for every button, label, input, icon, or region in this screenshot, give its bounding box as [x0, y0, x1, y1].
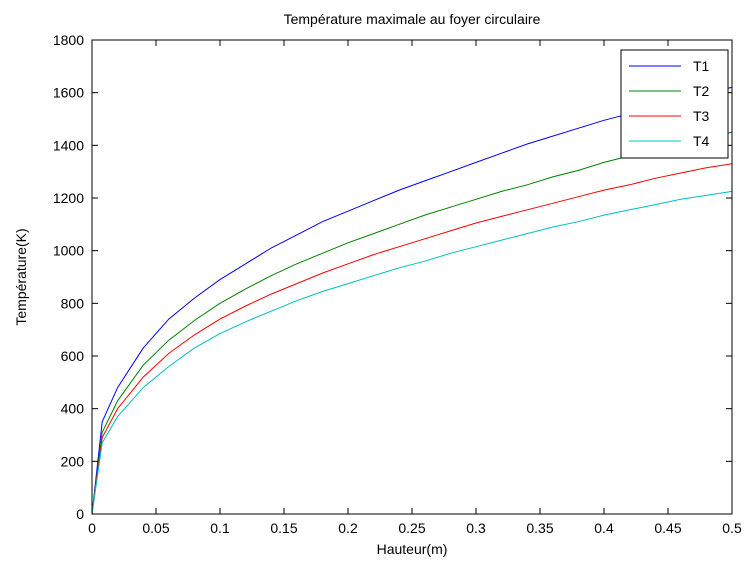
chart-title: Température maximale au foyer circulaire — [284, 11, 541, 27]
y-tick-label: 800 — [61, 295, 85, 311]
x-tick-label: 0.1 — [210, 520, 230, 536]
series-line-t4 — [91, 190, 733, 515]
x-tick-label: 0.05 — [142, 520, 169, 536]
y-tick-label: 1400 — [53, 137, 84, 153]
series-line-t3 — [91, 163, 733, 515]
legend-label-t3: T3 — [693, 108, 710, 124]
x-axis-label: Hauteur(m) — [377, 541, 448, 557]
y-tick-label: 200 — [61, 453, 85, 469]
y-tick-label: 400 — [61, 401, 85, 417]
axes-group: 0 0.05 0.1 0.15 0.2 0.25 0.3 0.35 0.4 0.45 0.5 0 200… — [53, 32, 742, 536]
x-tick-label: 0.35 — [526, 520, 553, 536]
y-tick-label: 0 — [76, 506, 84, 522]
y-tick-label: 600 — [61, 348, 85, 364]
y-axis-label: Température(K) — [13, 228, 29, 325]
x-tick-label: 0 — [88, 520, 96, 536]
y-tick-label: 1000 — [53, 243, 84, 259]
legend: T1 T2 T3 T4 — [620, 49, 729, 159]
x-tick-label: 0.25 — [398, 520, 425, 536]
x-tick-label: 0.3 — [466, 520, 486, 536]
y-tick-label: 1200 — [53, 190, 84, 206]
x-tick-label: 0.45 — [654, 520, 681, 536]
legend-label-t1: T1 — [693, 58, 710, 74]
x-tick-label: 0.15 — [270, 520, 297, 536]
y-tick-label: 1600 — [53, 85, 84, 101]
x-tick-label: 0.2 — [338, 520, 358, 536]
legend-label-t4: T4 — [693, 133, 710, 149]
legend-box — [620, 49, 729, 159]
legend-label-t2: T2 — [693, 83, 710, 99]
y-tick-label: 1800 — [53, 32, 84, 48]
x-tick-label: 0.4 — [594, 520, 614, 536]
x-tick-label: 0.5 — [722, 520, 742, 536]
